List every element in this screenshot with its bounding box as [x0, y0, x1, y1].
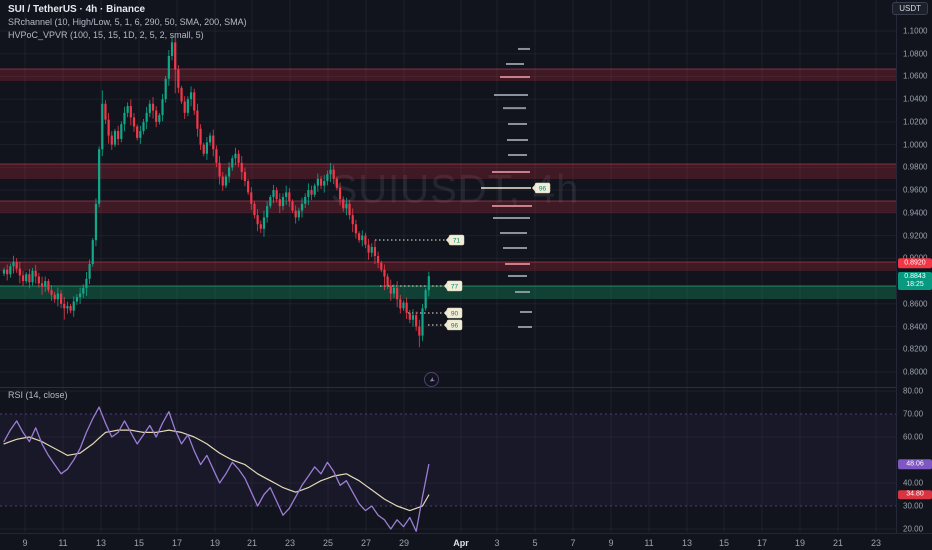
svg-text:96: 96 [539, 185, 547, 192]
indicator-hvpoc[interactable]: HVPoC_VPVR (100, 15, 15, 1D, 2, 5, 2, sm… [8, 30, 204, 40]
rsi-indicator-label[interactable]: RSI (14, close) [8, 390, 68, 400]
price-tick: 1.0200 [903, 117, 928, 127]
zones-layer [0, 68, 896, 300]
price-tick: 0.8000 [903, 367, 928, 377]
rsi-tick: 20.00 [903, 524, 924, 534]
time-tick: 25 [322, 538, 334, 548]
time-tick: 17 [756, 538, 768, 548]
price-tick: 0.8600 [903, 299, 928, 309]
current-price-badge: 0.8843 18:25 [898, 272, 932, 291]
level-label: 96 [532, 182, 551, 194]
pane-divider[interactable] [0, 386, 896, 389]
price-tick: 0.8400 [903, 322, 928, 332]
time-tick: 15 [133, 538, 145, 548]
rsi-tick: 70.00 [903, 409, 924, 419]
price-tick: 1.1000 [903, 26, 928, 36]
chart-canvas[interactable]: 96 71 77 90 96 [0, 0, 896, 533]
rsi-band-layer [0, 413, 896, 507]
level-label: 71 [446, 234, 465, 246]
level-label: 77 [444, 280, 463, 292]
time-tick: 17 [171, 538, 183, 548]
grid-layer [0, 0, 896, 532]
time-tick: 9 [608, 538, 614, 548]
level-label: 96 [444, 319, 463, 331]
time-tick: 9 [22, 538, 28, 548]
rsi-layer [3, 406, 430, 532]
price-tick: 0.9200 [903, 231, 928, 241]
price-tick: 1.0800 [903, 49, 928, 59]
rsi-tick: 60.00 [903, 432, 924, 442]
svg-text:90: 90 [451, 310, 459, 317]
time-tick: 13 [95, 538, 107, 548]
rsi-tick: 30.00 [903, 501, 924, 511]
candles-layer [2, 35, 430, 348]
rsi-tick: 40.00 [903, 478, 924, 488]
price-tick: 1.0400 [903, 94, 928, 104]
time-tick: 21 [832, 538, 844, 548]
time-tick: 5 [532, 538, 538, 548]
price-tick: 0.9000 [903, 254, 927, 263]
time-tick: 19 [794, 538, 806, 548]
rsi-tick: 80.00 [903, 386, 924, 396]
time-tick: 23 [284, 538, 296, 548]
price-tick: 0.8200 [903, 344, 928, 354]
price-tick: 0.9400 [903, 208, 928, 218]
price-tick: 1.0000 [903, 140, 928, 150]
legend: SUI / TetherUS · 4h · Binance SRchannel … [8, 4, 247, 41]
time-tick: 21 [246, 538, 258, 548]
time-tick: 29 [398, 538, 410, 548]
rsi-value-badge: 48.06 [898, 459, 932, 470]
svg-text:71: 71 [453, 237, 461, 244]
time-tick: 3 [494, 538, 500, 548]
time-tick: 7 [570, 538, 576, 548]
symbol-title[interactable]: SUI / TetherUS · 4h · Binance [8, 4, 146, 15]
time-tick: 11 [644, 538, 654, 548]
price-tick: 1.0600 [903, 71, 928, 81]
time-tick: 23 [870, 538, 882, 548]
time-tick: 13 [681, 538, 693, 548]
level-label: 90 [444, 307, 463, 319]
volume-profile-layer [492, 47, 532, 328]
time-tick: 27 [360, 538, 372, 548]
price-tick: 0.9600 [903, 185, 928, 195]
time-tick: 11 [58, 538, 68, 548]
time-tick: 19 [209, 538, 221, 548]
indicator-srchannel[interactable]: SRchannel (10, High/Low, 5, 1, 6, 290, 5… [8, 17, 247, 27]
price-axis[interactable]: 1.1000 1.0800 1.0600 1.0400 1.0200 1.0000 0.98… [896, 0, 932, 534]
last-level-badge: 0.8920 [898, 258, 932, 269]
rsi-value-badge: 34.80 [898, 490, 932, 500]
svg-text:77: 77 [451, 283, 459, 290]
time-tick: Apr [453, 538, 469, 548]
svg-text:96: 96 [451, 322, 459, 329]
time-axis[interactable]: 9 11 13 15 17 19 21 23 25 27 29 Apr 3 5 7 9 11 13 15 17 19 21… [0, 533, 932, 550]
currency-toggle-button[interactable]: USDT [892, 2, 928, 15]
arrow-circle-icon[interactable]: ➤ [424, 372, 439, 387]
price-tick: 0.9800 [903, 162, 928, 172]
time-tick: 15 [718, 538, 730, 548]
level-lines-layer: 96 71 77 90 96 [375, 182, 551, 331]
